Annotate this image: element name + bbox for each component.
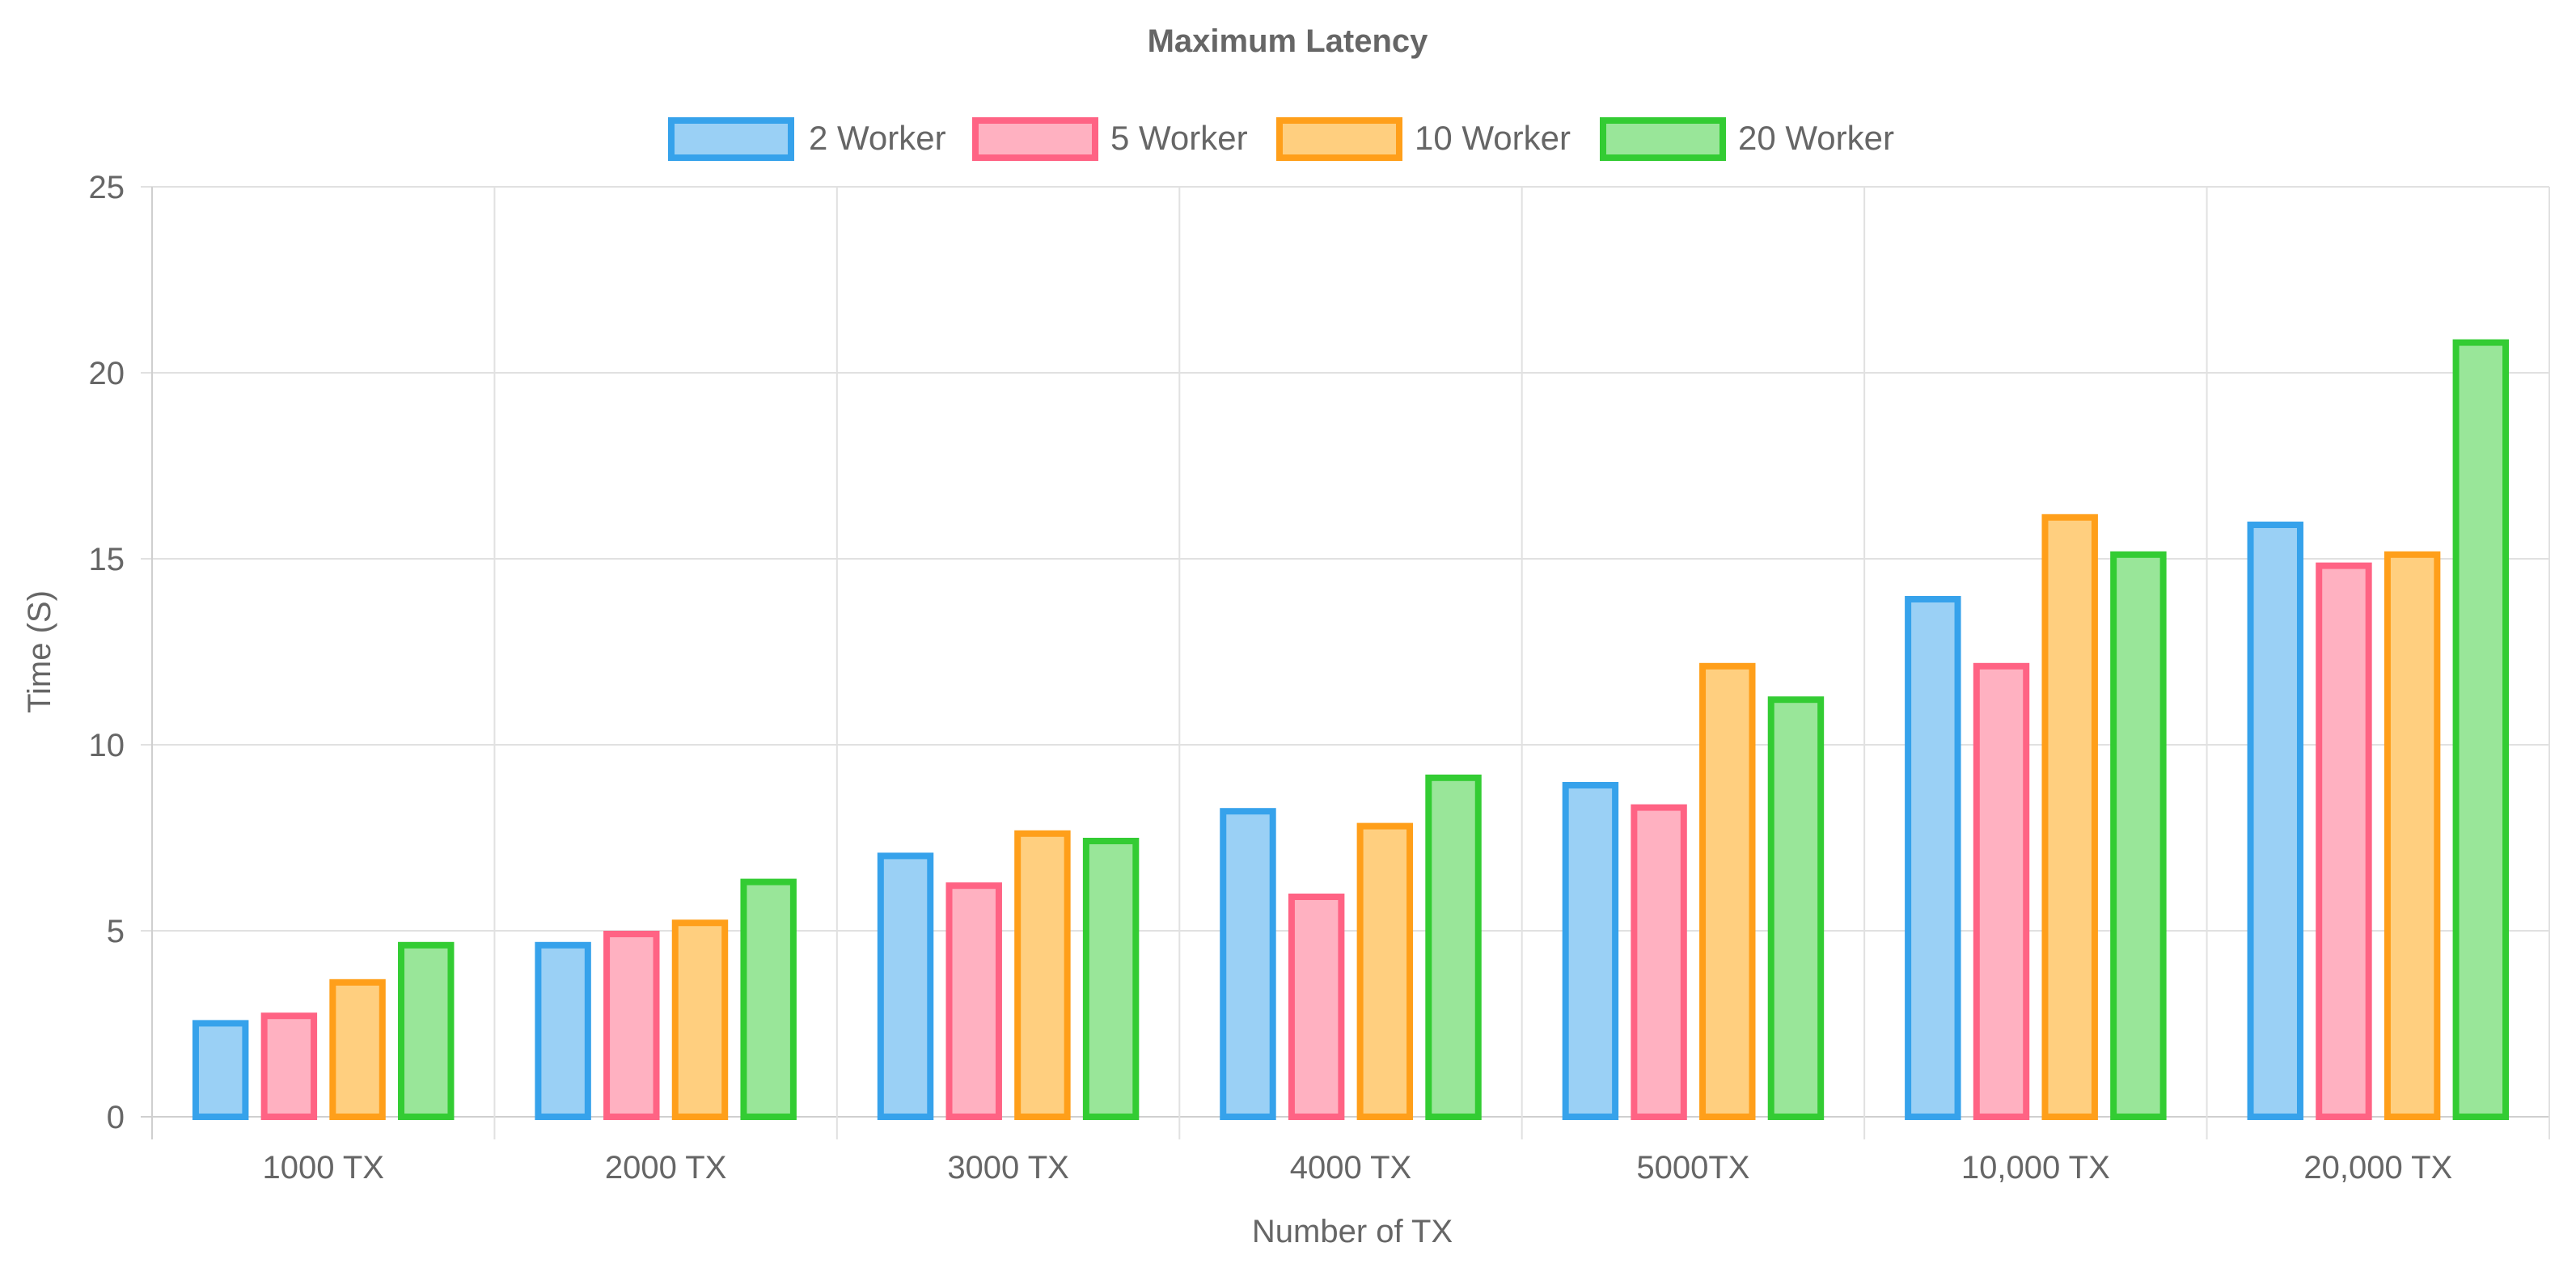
bar[interactable] bbox=[1356, 822, 1414, 1120]
legend-item[interactable]: 2 Worker bbox=[668, 117, 946, 161]
bar[interactable] bbox=[1220, 808, 1276, 1120]
grid-lines bbox=[141, 186, 2550, 1139]
y-tick-label: 5 bbox=[107, 914, 125, 949]
bar[interactable] bbox=[192, 1020, 249, 1121]
legend-swatch bbox=[1276, 117, 1402, 161]
bar[interactable] bbox=[1973, 662, 2030, 1120]
bar[interactable] bbox=[1014, 830, 1071, 1121]
bar[interactable] bbox=[1288, 894, 1345, 1120]
chart-title: Maximum Latency bbox=[1148, 23, 1429, 59]
legend-item[interactable]: 10 Worker bbox=[1276, 117, 1571, 161]
y-axis-label: Time (S) bbox=[22, 590, 57, 713]
x-tick-label: 10,000 TX bbox=[1961, 1150, 2110, 1186]
bar[interactable] bbox=[398, 941, 455, 1121]
y-tick-label: 0 bbox=[107, 1100, 125, 1135]
legend-swatch bbox=[668, 117, 794, 161]
y-tick-label: 15 bbox=[89, 542, 125, 577]
x-tick-label: 20,000 TX bbox=[2303, 1150, 2452, 1186]
bar[interactable] bbox=[1699, 662, 1756, 1120]
bar[interactable] bbox=[2316, 562, 2372, 1120]
bar[interactable] bbox=[1631, 804, 1687, 1120]
bar[interactable] bbox=[1425, 774, 1482, 1120]
bar[interactable] bbox=[2041, 514, 2098, 1120]
legend-item[interactable]: 20 Worker bbox=[1600, 117, 1894, 161]
bar[interactable] bbox=[1562, 782, 1619, 1120]
legend: 2 Worker 5 Worker 10 Worker 20 Worker bbox=[668, 117, 1894, 161]
bar[interactable] bbox=[945, 882, 1002, 1120]
legend-swatch bbox=[1600, 117, 1726, 161]
bar[interactable] bbox=[260, 1012, 318, 1120]
bar[interactable] bbox=[2384, 551, 2441, 1120]
bar[interactable] bbox=[1905, 596, 1961, 1120]
x-tick-label: 1000 TX bbox=[262, 1150, 384, 1186]
y-tick-label: 25 bbox=[89, 170, 125, 205]
bar[interactable] bbox=[1082, 838, 1140, 1120]
y-tick-label: 20 bbox=[89, 356, 125, 391]
bars bbox=[192, 339, 2510, 1121]
legend-label: 5 Worker bbox=[1110, 119, 1248, 157]
bar[interactable] bbox=[2452, 339, 2510, 1121]
x-tick-label: 2000 TX bbox=[605, 1150, 727, 1186]
x-tick-label: 3000 TX bbox=[947, 1150, 1069, 1186]
legend-swatch bbox=[972, 117, 1098, 161]
y-tick-label: 10 bbox=[89, 728, 125, 763]
bar[interactable] bbox=[740, 878, 797, 1120]
legend-label: 10 Worker bbox=[1415, 119, 1571, 157]
legend-item[interactable]: 5 Worker bbox=[972, 117, 1248, 161]
legend-label: 2 Worker bbox=[809, 119, 946, 157]
legend-label: 20 Worker bbox=[1738, 119, 1894, 157]
bar[interactable] bbox=[535, 941, 591, 1121]
bar[interactable] bbox=[877, 852, 934, 1121]
bar[interactable] bbox=[1767, 696, 1825, 1120]
y-axis-ticks: 0 5 10 15 20 25 bbox=[89, 170, 125, 1135]
bar[interactable] bbox=[2110, 551, 2167, 1120]
bar[interactable] bbox=[671, 919, 729, 1120]
bar[interactable] bbox=[603, 931, 660, 1120]
x-axis-label: Number of TX bbox=[1252, 1214, 1453, 1249]
x-axis-ticks: 1000 TX 2000 TX 3000 TX 4000 TX 5000TX 10,000… bbox=[262, 1150, 2452, 1186]
bar[interactable] bbox=[329, 978, 386, 1121]
x-tick-label: 5000TX bbox=[1636, 1150, 1749, 1186]
bar[interactable] bbox=[2247, 522, 2303, 1120]
x-tick-label: 4000 TX bbox=[1290, 1150, 1412, 1186]
